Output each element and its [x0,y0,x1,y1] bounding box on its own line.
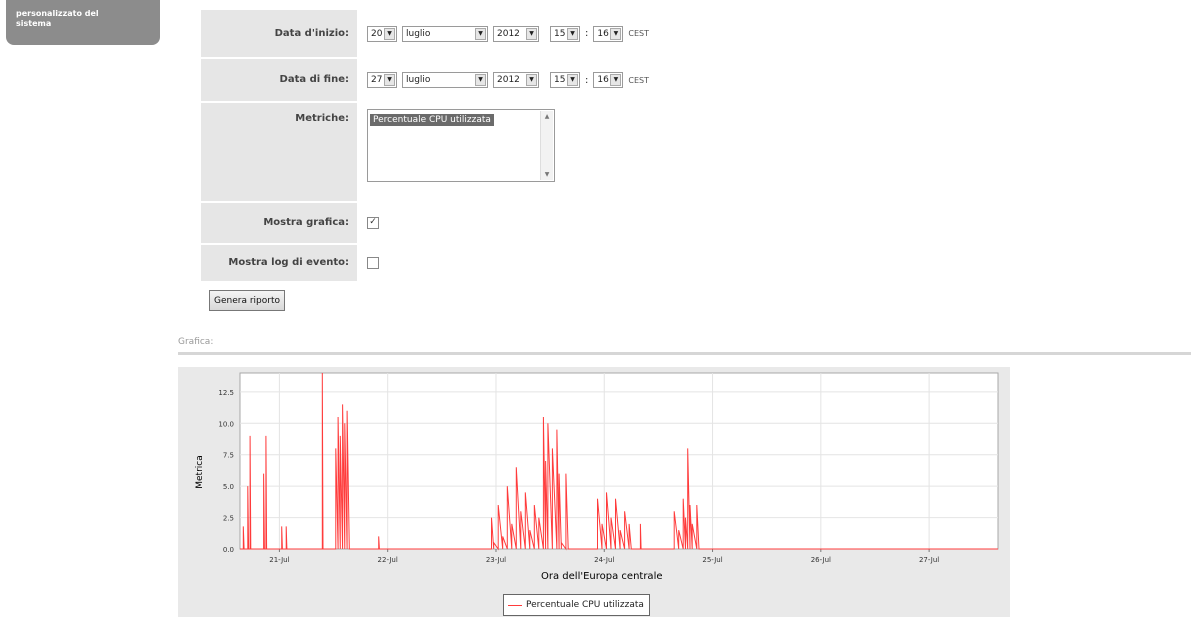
section-divider [178,352,1191,355]
y-tick-label: 12.5 [218,389,234,397]
show-chart-row: Mostra grafica: ✓ [201,203,731,245]
metrics-listbox[interactable]: Percentuale CPU utilizzata ▲ ▼ [367,109,555,182]
legend-swatch [508,604,522,606]
metrics-option-selected[interactable]: Percentuale CPU utilizzata [370,114,494,126]
chart-section-title: Grafica: [178,337,214,347]
chevron-down-icon: ▼ [384,27,395,40]
start-date-row: Data d'inizio: 20 ▼ luglio ▼ 2012 ▼ 15 ▼ : 1… [201,10,731,59]
start-hour-select[interactable]: 15 ▼ [550,25,580,42]
chevron-down-icon: ▼ [384,74,395,86]
show-log-label: Mostra log di evento: [201,245,357,281]
show-chart-checkbox[interactable]: ✓ [367,217,379,229]
y-tick-label: 10.0 [218,420,234,428]
show-log-checkbox[interactable] [367,257,379,269]
x-tick-label: 21-Jul [269,556,289,564]
sidebar-item-label-line-2: sistema [16,19,52,28]
end-day-select[interactable]: 27 ▼ [367,72,397,88]
chevron-down-icon: ▼ [610,74,622,86]
chevron-down-icon: ▼ [475,27,486,40]
chevron-down-icon: ▼ [610,27,622,40]
chart-panel: 0.0 2.5 5.0 7.5 10.0 12.5 21-Jul 22-Jul 23-Jul 2… [178,367,1010,617]
start-date-label: Data d'inizio: [201,10,357,57]
metrics-label: Metriche: [201,103,357,201]
show-log-row: Mostra log di evento: [201,245,731,283]
plot-area [239,372,999,550]
y-tick-label: 7.5 [223,452,234,460]
end-date-label: Data di fine: [201,59,357,101]
end-timezone: CEST [628,75,649,85]
end-date-row: Data di fine: 27 ▼ luglio ▼ 2012 ▼ 15 ▼ : 16… [201,59,731,103]
x-tick-label: 25-Jul [702,556,722,564]
start-year-select[interactable]: 2012 ▼ [493,25,539,42]
x-axis-label: Ora dell'Europa centrale [541,571,663,582]
x-tick-label: 26-Jul [811,556,831,564]
end-hour-select[interactable]: 15 ▼ [550,72,580,88]
show-chart-label: Mostra grafica: [201,203,357,243]
series-line-cpu [240,372,998,551]
chevron-down-icon: ▼ [567,27,578,40]
end-month-select[interactable]: luglio ▼ [402,72,488,88]
legend-label: Percentuale CPU utilizzata [526,600,644,610]
generate-report-button[interactable]: Genera riporto [209,290,285,311]
scroll-down-icon[interactable]: ▼ [544,171,550,178]
x-tick-label: 23-Jul [486,556,506,564]
start-timezone: CEST [628,29,649,38]
chevron-down-icon: ▼ [526,27,537,40]
sidebar-active-item[interactable]: personalizzato del sistema [6,0,160,45]
metrics-row: Metriche: Percentuale CPU utilizzata ▲ ▼ [201,103,731,203]
chevron-down-icon: ▼ [475,74,486,86]
y-axis-label: Metrica [195,455,205,489]
cpu-chart: 0.0 2.5 5.0 7.5 10.0 12.5 21-Jul 22-Jul 23-Jul 2… [218,372,999,564]
x-tick-label: 27-Jul [919,556,939,564]
x-tick-label: 24-Jul [594,556,614,564]
end-minute-select[interactable]: 16 ▼ [593,72,624,88]
end-year-select[interactable]: 2012 ▼ [493,72,539,88]
start-day-select[interactable]: 20 ▼ [367,25,397,42]
start-month-select[interactable]: luglio ▼ [402,25,488,42]
x-tick-label: 22-Jul [378,556,398,564]
chevron-down-icon: ▼ [526,74,537,86]
y-tick-label: 2.5 [223,515,234,523]
chart-legend: Percentuale CPU utilizzata [503,594,650,616]
chevron-down-icon: ▼ [567,74,578,86]
listbox-scrollbar[interactable]: ▲ ▼ [540,111,553,180]
start-minute-select[interactable]: 16 ▼ [593,25,624,42]
report-form: Data d'inizio: 20 ▼ luglio ▼ 2012 ▼ 15 ▼ : 1… [201,10,731,283]
y-tick-label: 0.0 [223,546,234,554]
scroll-up-icon[interactable]: ▲ [544,113,550,120]
sidebar-item-label-line-1: personalizzato del [16,9,99,18]
y-tick-label: 5.0 [223,483,234,491]
